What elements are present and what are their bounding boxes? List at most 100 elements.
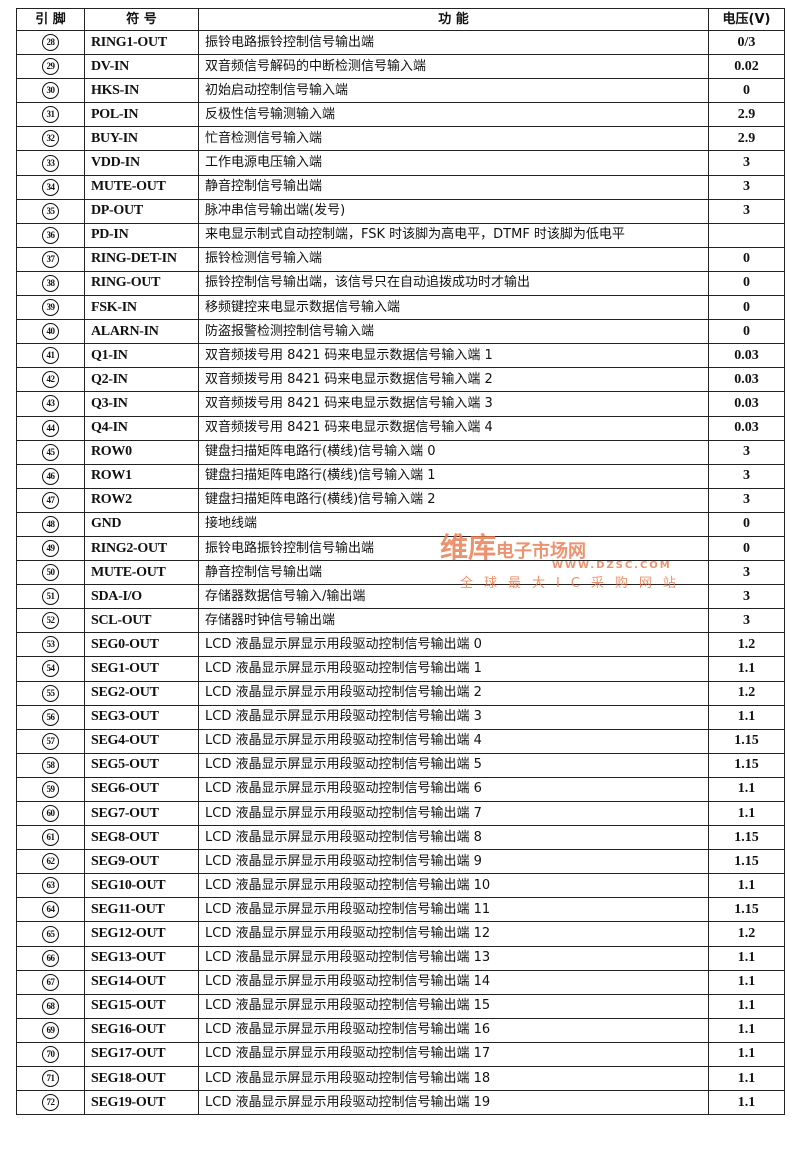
pin-cell: 70: [16, 1041, 85, 1068]
function-cell: LCD 液晶显示屏显示用段驱动控制信号输出端 3: [198, 704, 709, 730]
pin-number: 70: [42, 1045, 59, 1063]
table-row: 53 SEG0-OUT LCD 液晶显示屏显示用段驱动控制信号输出端 0 1.2: [16, 632, 785, 658]
pin-number: 66: [42, 949, 59, 967]
pin-cell: 42: [16, 367, 85, 393]
pin-cell: 58: [16, 752, 85, 778]
voltage-cell: 0.03: [708, 343, 785, 369]
voltage-cell: 1.1: [708, 1066, 785, 1092]
function-cell: 键盘扫描矩阵电路行(横线)信号输入端 0: [198, 439, 709, 465]
symbol-cell: DP-OUT: [84, 198, 199, 224]
pin-cell: 50: [16, 560, 85, 586]
pin-cell: 35: [16, 198, 85, 224]
symbol-cell: Q2-IN: [84, 367, 199, 393]
symbol-cell: SDA-I/O: [84, 584, 199, 610]
table-row: 59 SEG6-OUT LCD 液晶显示屏显示用段驱动控制信号输出端 6 1.1: [16, 776, 785, 803]
pin-number: 60: [42, 805, 59, 823]
pin-number: 54: [42, 660, 59, 678]
symbol-cell: VDD-IN: [84, 150, 199, 176]
pin-cell: 53: [16, 632, 85, 658]
table-row: 30 HKS-IN 初始启动控制信号输入端 0: [16, 78, 785, 104]
voltage-cell: 0: [708, 295, 785, 321]
table-row: 62 SEG9-OUT LCD 液晶显示屏显示用段驱动控制信号输出端 9 1.15: [16, 849, 785, 875]
voltage-cell: 0: [708, 78, 785, 104]
pin-number: 36: [42, 226, 59, 244]
table-row: 41 Q1-IN 双音频拨号用 8421 码来电显示数据信号输入端 1 0.03: [16, 343, 785, 369]
pin-number: 59: [42, 780, 59, 798]
function-cell: LCD 液晶显示屏显示用段驱动控制信号输出端 4: [198, 728, 709, 754]
pin-cell: 45: [16, 439, 85, 465]
table-row: 42 Q2-IN 双音频拨号用 8421 码来电显示数据信号输入端 2 0.03: [16, 367, 785, 393]
symbol-cell: SEG13-OUT: [84, 945, 199, 971]
pin-number: 71: [42, 1070, 59, 1088]
function-cell: 静音控制信号输出端: [198, 174, 709, 200]
voltage-cell: 3: [708, 608, 785, 634]
voltage-cell: 1.15: [708, 752, 785, 778]
pin-cell: 69: [16, 1017, 85, 1043]
pin-cell: 65: [16, 921, 85, 947]
table-row: 33 VDD-IN 工作电源电压输入端 3: [16, 150, 785, 176]
symbol-cell: Q3-IN: [84, 391, 199, 417]
function-cell: 双音频拨号用 8421 码来电显示数据信号输入端 3: [198, 391, 709, 417]
table-row: 35 DP-OUT 脉冲串信号输出端(发号) 3: [16, 198, 785, 224]
voltage-cell: 3: [708, 174, 785, 200]
pin-number: 29: [42, 58, 59, 76]
table-row: 34 MUTE-OUT 静音控制信号输出端 3: [16, 174, 785, 200]
function-cell: LCD 液晶显示屏显示用段驱动控制信号输出端 6: [198, 776, 709, 803]
table-row: 71 SEG18-OUT LCD 液晶显示屏显示用段驱动控制信号输出端 18 1.1: [16, 1066, 785, 1092]
symbol-cell: MUTE-OUT: [84, 560, 199, 586]
symbol-cell: GND: [84, 511, 199, 537]
voltage-cell: 1.2: [708, 632, 785, 658]
pin-number: 42: [42, 371, 59, 389]
function-cell: 初始启动控制信号输入端: [198, 78, 709, 104]
pin-number: 49: [42, 540, 59, 558]
pin-cell: 39: [16, 295, 85, 321]
pin-number: 50: [42, 564, 59, 582]
pin-number: 45: [42, 443, 59, 461]
table-row: 58 SEG5-OUT LCD 液晶显示屏显示用段驱动控制信号输出端 5 1.15: [16, 752, 785, 778]
symbol-cell: FSK-IN: [84, 295, 199, 321]
pin-cell: 30: [16, 78, 85, 104]
pin-cell: 38: [16, 270, 85, 297]
table-row: 56 SEG3-OUT LCD 液晶显示屏显示用段驱动控制信号输出端 3 1.1: [16, 704, 785, 730]
pin-cell: 59: [16, 776, 85, 803]
voltage-cell: 0/3: [708, 29, 785, 56]
voltage-cell: 3: [708, 439, 785, 465]
symbol-cell: SEG2-OUT: [84, 680, 199, 706]
table-row: 63 SEG10-OUT LCD 液晶显示屏显示用段驱动控制信号输出端 10 1.1: [16, 873, 785, 899]
symbol-cell: RING1-OUT: [84, 29, 199, 56]
symbol-cell: SEG0-OUT: [84, 632, 199, 658]
table-row: 68 SEG15-OUT LCD 液晶显示屏显示用段驱动控制信号输出端 15 1.1: [16, 993, 785, 1019]
symbol-cell: PD-IN: [84, 222, 199, 248]
function-cell: LCD 液晶显示屏显示用段驱动控制信号输出端 11: [198, 897, 709, 923]
voltage-cell: 1.1: [708, 873, 785, 899]
pin-number: 72: [42, 1094, 59, 1112]
function-cell: 振铃电路振铃控制信号输出端: [198, 535, 709, 562]
function-cell: LCD 液晶显示屏显示用段驱动控制信号输出端 19: [198, 1090, 709, 1116]
function-cell: 脉冲串信号输出端(发号): [198, 198, 709, 224]
symbol-cell: ROW0: [84, 439, 199, 465]
table-row: 50 MUTE-OUT 静音控制信号输出端 3: [16, 560, 785, 586]
pin-number: 38: [42, 274, 59, 292]
function-cell: 接地线端: [198, 511, 709, 537]
voltage-cell: [708, 222, 785, 248]
header-symbol: 符 号: [84, 8, 199, 31]
symbol-cell: DV-IN: [84, 54, 199, 80]
function-cell: 双音频拨号用 8421 码来电显示数据信号输入端 1: [198, 343, 709, 369]
pin-number: 41: [42, 347, 59, 365]
function-cell: 振铃控制信号输出端，该信号只在自动追拨成功时才输出: [198, 270, 709, 297]
pin-number: 56: [42, 708, 59, 726]
function-cell: 存储器时钟信号输出端: [198, 608, 709, 634]
symbol-cell: ROW1: [84, 463, 199, 489]
voltage-cell: 1.1: [708, 776, 785, 803]
voltage-cell: 3: [708, 463, 785, 489]
voltage-cell: 1.1: [708, 1090, 785, 1116]
function-cell: 反极性信号输测输入端: [198, 102, 709, 128]
function-cell: 振铃电路振铃控制信号输出端: [198, 29, 709, 56]
pin-number: 57: [42, 732, 59, 750]
symbol-cell: ALARN-IN: [84, 319, 199, 345]
table-row: 39 FSK-IN 移频键控来电显示数据信号输入端 0: [16, 295, 785, 321]
voltage-cell: 1.1: [708, 945, 785, 971]
function-cell: 双音频信号解码的中断检测信号输入端: [198, 54, 709, 80]
pin-number: 63: [42, 877, 59, 895]
symbol-cell: RING-OUT: [84, 270, 199, 297]
